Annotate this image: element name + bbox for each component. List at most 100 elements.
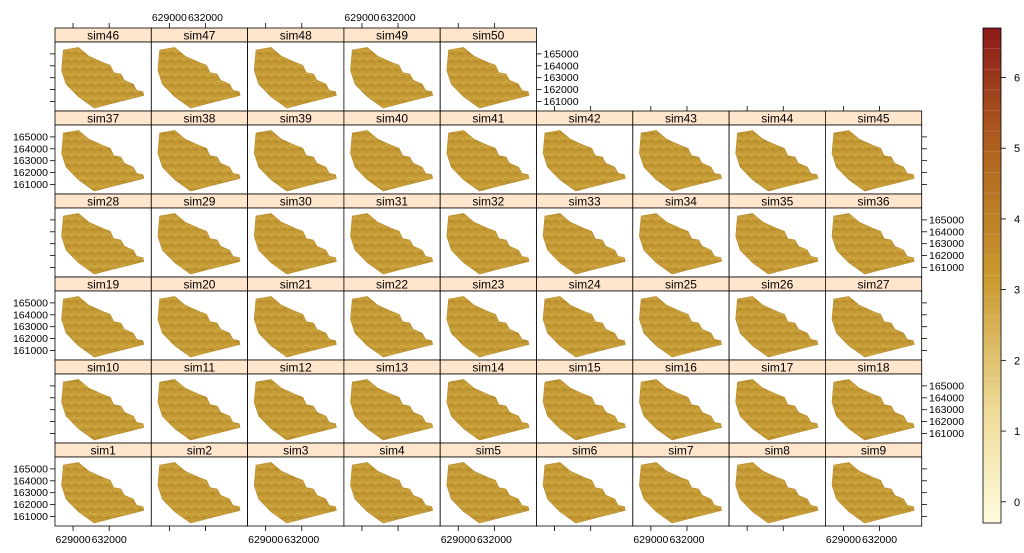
y-tick-label: 161000 — [13, 511, 48, 523]
panel-sim50: sim50 — [439, 27, 537, 112]
panel-sim36: sim36 — [825, 193, 923, 278]
raster-map — [253, 462, 337, 524]
panel-sim19: sim19 — [54, 276, 152, 361]
x-tick-label: 632000 — [188, 12, 223, 24]
raster-map — [639, 213, 722, 275]
panel-title: sim24 — [569, 278, 601, 292]
y-tick-label: 164000 — [929, 392, 964, 404]
panel-sim43: sim43 — [632, 110, 730, 195]
x-tick-label: 632000 — [381, 12, 416, 24]
panel-sim11: sim11 — [150, 359, 249, 444]
x-tick-label: 629000 — [152, 12, 187, 24]
y-tick-label: 165000 — [13, 297, 48, 309]
raster-map — [253, 379, 337, 441]
raster-map — [350, 296, 434, 358]
panel-sim23: sim23 — [439, 276, 537, 361]
panel-sim15: sim15 — [536, 359, 634, 444]
panel-title: sim12 — [280, 361, 312, 375]
raster-map — [735, 213, 819, 275]
raster-map — [735, 462, 819, 524]
panel-sim38: sim38 — [150, 110, 249, 195]
y-tick-label: 161000 — [13, 345, 48, 357]
raster-map — [157, 213, 241, 275]
panel-title: sim49 — [376, 29, 408, 43]
y-tick-label: 163000 — [929, 238, 964, 250]
panel-title: sim29 — [183, 195, 215, 209]
panel-title: sim13 — [376, 361, 408, 375]
panel-sim45: sim45 — [825, 110, 923, 195]
colorbar-tick-label: 4 — [1014, 214, 1020, 226]
panel-title: sim37 — [87, 112, 119, 126]
raster-map — [253, 130, 337, 192]
raster-map — [542, 462, 626, 524]
x-tick-label: 632000 — [92, 534, 127, 546]
panel-title: sim23 — [472, 278, 504, 292]
panel-title: sim11 — [184, 361, 215, 375]
panel-title: sim3 — [283, 444, 309, 458]
raster-map — [542, 130, 626, 192]
panel-title: sim17 — [761, 361, 793, 375]
raster-map — [61, 462, 145, 524]
raster-map — [639, 379, 722, 441]
colorbar-tick-label: 3 — [1014, 285, 1020, 297]
raster-map — [446, 462, 530, 524]
panel-title: sim48 — [280, 29, 312, 43]
raster-map — [542, 379, 626, 441]
panel-sim40: sim40 — [343, 110, 441, 195]
y-tick-label: 165000 — [544, 48, 579, 60]
panel-title: sim47 — [183, 29, 215, 43]
y-tick-label: 161000 — [929, 428, 964, 440]
raster-map — [639, 296, 722, 358]
y-tick-label: 162000 — [929, 250, 964, 262]
panel-sim14: sim14 — [439, 359, 537, 444]
raster-map — [61, 130, 145, 192]
raster-map — [253, 213, 337, 275]
y-tick-label: 163000 — [13, 487, 48, 499]
y-tick-label: 163000 — [13, 155, 48, 167]
y-tick-label: 164000 — [929, 226, 964, 238]
panel-sim28: sim28 — [54, 193, 152, 278]
y-tick-label: 162000 — [13, 499, 48, 511]
x-tick-label: 629000 — [56, 534, 91, 546]
colorbar-tick-label: 0 — [1014, 497, 1020, 509]
panel-title: sim41 — [472, 112, 504, 126]
panel-sim32: sim32 — [439, 193, 537, 278]
panel-title: sim25 — [665, 278, 697, 292]
panel-sim47: sim47 — [150, 27, 249, 112]
panel-sim20: sim20 — [150, 276, 249, 361]
x-tick-label: 629000 — [826, 534, 861, 546]
colorbar-tick-label: 6 — [1014, 73, 1020, 85]
panel-title: sim1 — [90, 444, 116, 458]
panel-sim21: sim21 — [247, 276, 345, 361]
raster-map — [542, 213, 626, 275]
panel-sim37: sim37 — [54, 110, 152, 195]
panel-sim22: sim22 — [343, 276, 441, 361]
panel-sim8: sim8 — [728, 442, 826, 527]
x-tick-label: 629000 — [344, 12, 379, 24]
panel-title: sim38 — [183, 112, 215, 126]
panel-sim12: sim12 — [247, 359, 345, 444]
raster-map — [446, 47, 530, 109]
panel-sim29: sim29 — [150, 193, 249, 278]
y-tick-label: 161000 — [544, 96, 579, 108]
y-tick-label: 164000 — [13, 143, 48, 155]
panel-sim27: sim27 — [825, 276, 923, 361]
raster-map — [350, 47, 434, 109]
y-tick-label: 165000 — [929, 214, 964, 226]
raster-map — [446, 213, 530, 275]
y-tick-label: 163000 — [544, 72, 579, 84]
colorbar-tick-label: 1 — [1014, 426, 1020, 438]
panel-title: sim28 — [87, 195, 119, 209]
panel-title: sim21 — [280, 278, 312, 292]
panel-sim42: sim42 — [536, 110, 634, 195]
raster-map — [350, 130, 434, 192]
raster-map — [542, 296, 626, 358]
raster-map — [446, 379, 530, 441]
raster-map — [350, 462, 434, 524]
panel-title: sim42 — [569, 112, 601, 126]
x-tick-label: 632000 — [284, 534, 319, 546]
panel-title: sim50 — [472, 29, 504, 43]
panel-title: sim15 — [569, 361, 601, 375]
panel-sim18: sim18 — [825, 359, 923, 444]
